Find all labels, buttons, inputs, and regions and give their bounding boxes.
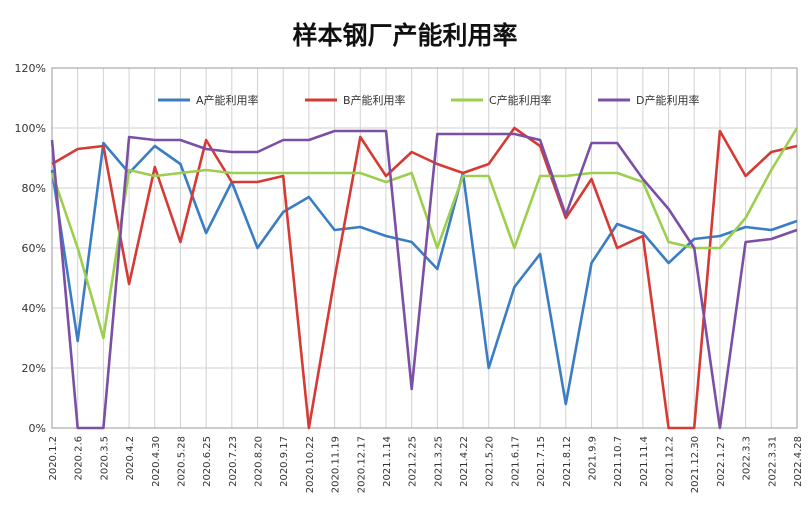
- x-tick-label: 2021.11.4: [639, 436, 650, 487]
- watermark-text: 头条 @钢铁老板: [652, 501, 776, 521]
- x-tick-label: 2021.1.14: [382, 436, 393, 487]
- y-tick-label: 120%: [15, 62, 46, 75]
- y-tick-label: 100%: [15, 122, 46, 135]
- x-tick-label: 2022.3.31: [767, 436, 778, 487]
- y-tick-label: 0%: [29, 422, 46, 435]
- x-tick-label: 2020.1.2: [48, 436, 59, 481]
- x-tick-label: 2021.6.17: [510, 436, 521, 487]
- x-tick-label: 2021.9.9: [587, 436, 598, 481]
- y-tick-label: 80%: [22, 182, 46, 195]
- watermark: 头条 @钢铁老板: [652, 501, 776, 521]
- x-tick-label: 2021.12.2: [665, 436, 676, 487]
- y-tick-label: 20%: [22, 362, 46, 375]
- x-tick-label: 2020.9.17: [279, 436, 290, 487]
- y-tick-label: 60%: [22, 242, 46, 255]
- x-tick-label: 2021.7.15: [536, 436, 547, 487]
- x-tick-label: 2021.8.12: [562, 436, 573, 487]
- axes: [51, 67, 798, 429]
- legend-label: C产能利用率: [489, 93, 552, 107]
- plot-frame: [51, 67, 798, 429]
- gridlines: [51, 67, 798, 429]
- series-line: [51, 126, 798, 430]
- legend: A产能利用率 B产能利用率 C产能利用率 D产能利用率: [158, 93, 699, 107]
- legend-label: B产能利用率: [343, 93, 406, 107]
- x-tick-label: 2020.2.6: [74, 436, 85, 481]
- x-tick-label: 2020.7.23: [228, 436, 239, 487]
- x-tick-label: 2020.6.25: [202, 436, 213, 487]
- series-line: [50, 127, 799, 340]
- x-tick-label: 2021.2.25: [408, 436, 419, 487]
- x-tick-labels: 2020.1.2 2020.2.6 2020.3.5 2020.4.2 2020.4.3…: [48, 436, 804, 493]
- x-tick-label: 2020.11.19: [331, 436, 342, 493]
- series-line: [50, 129, 798, 430]
- x-tick-label: 2020.8.20: [254, 436, 265, 487]
- x-tick-label: 2020.12.17: [356, 436, 367, 493]
- legend-label: A产能利用率: [196, 93, 259, 107]
- x-tick-label: 2021.5.20: [485, 436, 496, 487]
- x-tick-label: 2020.4.2: [125, 436, 136, 481]
- y-tick-labels: 0% 20% 40% 60% 80% 100% 120%: [15, 62, 46, 435]
- x-tick-label: 2021.3.25: [433, 436, 444, 487]
- y-tick-label: 40%: [22, 302, 46, 315]
- x-tick-label: 2021.10.7: [613, 436, 624, 487]
- x-tick-label: 2021.4.22: [459, 436, 470, 487]
- x-tick-label: 2022.3.3: [742, 436, 753, 481]
- x-tick-label: 2022.1.27: [716, 436, 727, 487]
- x-tick-label: 2020.4.30: [151, 436, 162, 487]
- chart-title: 样本钢厂产能利用率: [292, 21, 517, 50]
- x-tick-label: 2020.10.22: [305, 436, 316, 493]
- x-tick-label: 2021.12.30: [690, 436, 701, 493]
- legend-label: D产能利用率: [636, 93, 699, 107]
- series-lines: [50, 126, 799, 430]
- x-tick-label: 2022.4.28: [793, 436, 804, 487]
- x-tick-label: 2020.5.28: [176, 436, 187, 487]
- x-tick-label: 2020.3.5: [99, 436, 110, 481]
